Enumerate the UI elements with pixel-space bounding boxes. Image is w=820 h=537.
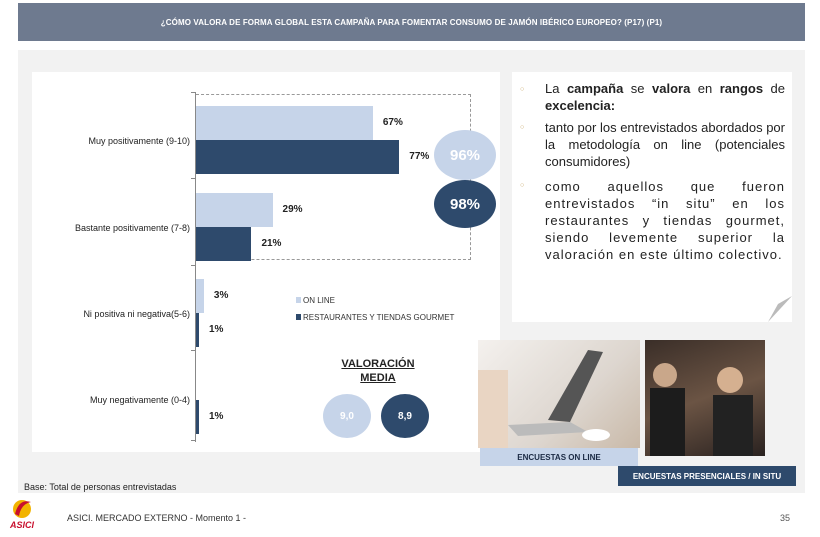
gourmet-bar <box>196 140 400 174</box>
legend-label: RESTAURANTES Y TIENDAS GOURMET <box>303 313 455 322</box>
legend-online: ON LINE <box>296 296 335 305</box>
online-total-badge: 96% <box>434 130 496 180</box>
t: campaña <box>566 81 624 96</box>
data-label: 77% <box>409 151 430 162</box>
page-number: 35 <box>780 513 791 523</box>
people-image <box>650 363 753 456</box>
t: en <box>690 81 720 96</box>
t: excelencia: <box>545 98 616 113</box>
category-label: Ni positiva ni negativa(5-6) <box>83 309 190 319</box>
axis-tick <box>191 440 196 441</box>
asici-logo: ASICI <box>9 500 35 530</box>
gourmet-bar <box>196 313 199 347</box>
mean-gourmet-badge: 8,9 <box>381 394 429 438</box>
summary-point-2: tanto por los entrevistados abordados po… <box>545 120 785 169</box>
legend-gourmet: RESTAURANTES Y TIENDAS GOURMET <box>296 313 454 322</box>
legend-swatch-online <box>296 297 301 303</box>
base-note: Base: Total de personas entrevistadas <box>24 482 177 492</box>
summary-panel <box>512 72 792 322</box>
y-axis <box>195 92 196 442</box>
legend-label: ON LINE <box>303 296 336 305</box>
data-label: 1% <box>209 411 224 422</box>
online-bar <box>196 279 204 313</box>
summary-point-3: como aquellos que fueron entrevistados “… <box>545 179 785 262</box>
insitu-survey-photo <box>645 340 765 456</box>
data-label: 3% <box>213 290 229 301</box>
online-bar <box>196 193 273 227</box>
laptop-image <box>478 350 610 448</box>
summary-point-1: La campaña se valora en rangos de excele… <box>545 80 785 114</box>
online-survey-label: ENCUESTAS ON LINE <box>480 448 638 466</box>
category-label: Bastante positivamente (7-8) <box>74 223 190 233</box>
category-label: Muy positivamente (9-10) <box>88 136 190 146</box>
axis-tick <box>191 350 196 351</box>
bullet-icon: ○ <box>520 124 525 131</box>
data-label: 21% <box>261 238 282 249</box>
mean-online-badge: 9,0 <box>323 394 371 438</box>
online-survey-photo <box>478 340 640 448</box>
t: de <box>763 81 785 96</box>
gourmet-bar <box>196 227 252 261</box>
category-label: Muy negativamente (0-4) <box>89 395 190 405</box>
mean-title-line: VALORACIÓN <box>341 358 415 370</box>
data-label: 1% <box>209 324 224 335</box>
axis-tick <box>191 92 196 93</box>
insitu-survey-label: ENCUESTAS PRESENCIALES / IN SITU <box>618 466 796 486</box>
gourmet-total-badge: 98% <box>434 180 496 228</box>
axis-tick <box>191 265 196 266</box>
footer-source: ASICI. MERCADO EXTERNO - Momento 1 - <box>67 513 247 523</box>
axis-tick <box>191 178 196 179</box>
mean-title-line: MEDIA <box>360 372 396 384</box>
t: se <box>623 81 652 96</box>
data-label: 67% <box>382 117 403 128</box>
t: rangos <box>719 81 764 96</box>
legend-swatch-gourmet <box>296 314 301 320</box>
gourmet-bar <box>196 400 199 434</box>
slide-title: ¿CÓMO VALORA DE FORMA GLOBAL ESTA CAMPAÑ… <box>18 3 805 41</box>
page-curl-icon <box>768 296 792 322</box>
mean-title: VALORACIÓN MEDIA <box>320 357 436 385</box>
bullet-icon: ○ <box>520 182 525 189</box>
data-label: 29% <box>282 204 303 215</box>
t: valora <box>652 81 691 96</box>
online-bar <box>196 106 373 140</box>
svg-text:ASICI: ASICI <box>9 520 35 530</box>
bullet-icon: ○ <box>520 86 525 93</box>
t: La <box>545 81 567 96</box>
